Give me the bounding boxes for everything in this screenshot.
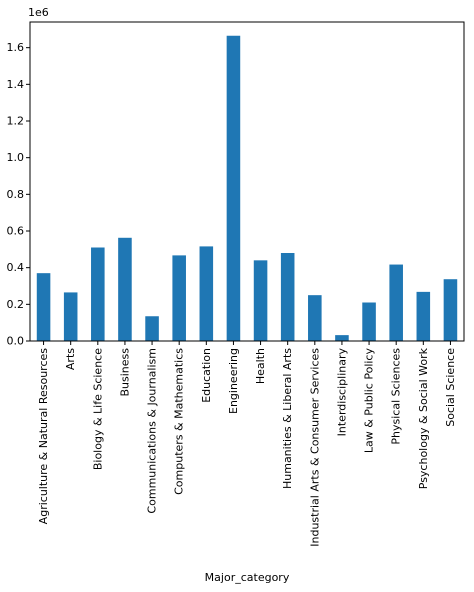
x-tick-label: Interdisciplinary — [335, 348, 348, 437]
bar-7 — [226, 35, 241, 341]
x-tick-label: Business — [118, 348, 131, 397]
bar-12 — [362, 302, 376, 341]
bar-10 — [308, 295, 322, 341]
x-tick-label: Engineering — [227, 348, 240, 414]
y-tick-label: 1.0 — [7, 151, 25, 164]
axes-frame — [29, 21, 465, 342]
y-axis-ticks: 0.0 0.2 0.4 0.6 0.8 1.0 1.2 1.4 1.6 — [7, 41, 30, 348]
bar-9 — [280, 253, 295, 341]
x-tick-label: Industrial Arts & Consumer Services — [308, 348, 321, 547]
x-tick-label: Communications & Journalism — [146, 348, 159, 514]
bar-11 — [335, 335, 349, 341]
y-tick-label: 1.2 — [7, 115, 25, 128]
x-axis-ticks: Agriculture & Natural Resources Arts Biolo… — [37, 341, 457, 547]
bar-6 — [199, 246, 214, 341]
y-tick-label: 1.6 — [7, 41, 25, 54]
bar-14 — [416, 291, 431, 341]
bar-4 — [145, 316, 159, 341]
x-tick-label: Law & Public Policy — [363, 348, 376, 454]
bar-3 — [118, 237, 132, 341]
y-tick-label: 0.6 — [7, 225, 25, 238]
y-tick-label: 1.4 — [7, 78, 25, 91]
x-tick-label: Education — [200, 348, 213, 403]
x-axis-label: Major_category — [205, 571, 290, 584]
x-tick-label: Psychology & Social Work — [417, 347, 430, 489]
y-tick-label: 0.2 — [7, 298, 25, 311]
x-tick-label: Humanities & Liberal Arts — [281, 348, 294, 489]
bars-group — [36, 35, 458, 341]
y-tick-label: 0.4 — [7, 261, 25, 274]
bar-2 — [91, 247, 105, 341]
x-tick-label: Health — [254, 348, 267, 384]
y-tick-label: 0.0 — [7, 335, 25, 348]
x-tick-label: Social Science — [444, 348, 457, 427]
bar-13 — [389, 264, 403, 341]
bar-0 — [36, 273, 51, 341]
x-tick-label: Agriculture & Natural Resources — [37, 348, 50, 525]
x-tick-label: Biology & Life Science — [91, 348, 104, 470]
bar-1 — [63, 292, 78, 341]
x-tick-label: Computers & Mathematics — [173, 348, 186, 495]
bar-8 — [253, 260, 268, 341]
x-tick-label: Physical Sciences — [390, 348, 403, 445]
x-tick-label: Arts — [64, 348, 77, 370]
y-tick-label: 0.8 — [7, 188, 25, 201]
bar-5 — [172, 255, 186, 341]
bar-15 — [443, 279, 458, 341]
y-offset-label: 1e6 — [28, 6, 49, 19]
